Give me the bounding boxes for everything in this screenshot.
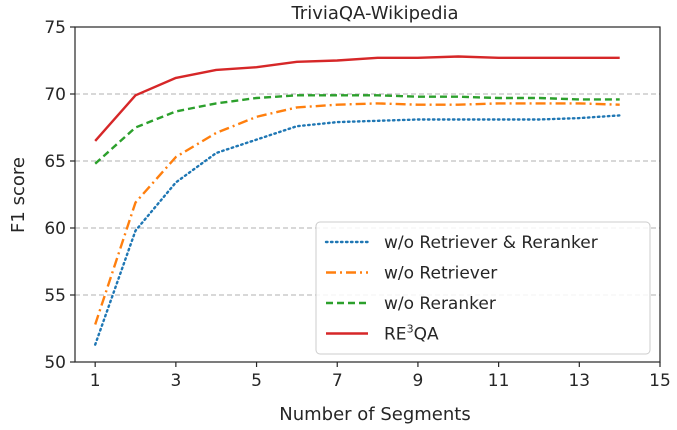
x-tick-label: 9 <box>413 371 424 391</box>
x-tick-label: 7 <box>332 371 343 391</box>
x-tick-label: 5 <box>251 371 262 391</box>
y-tick-label: 55 <box>44 286 66 306</box>
series-line-2 <box>94 102 620 325</box>
legend-label: w/o Retriever <box>384 264 497 284</box>
x-tick-label: 3 <box>170 371 181 391</box>
y-tick-label: 70 <box>44 85 66 105</box>
legend-label: w/o Retriever & Reranker <box>384 233 598 253</box>
series-line-1 <box>93 114 621 346</box>
y-axis-title: F1 score <box>8 157 29 233</box>
x-tick-label: 13 <box>568 371 590 391</box>
x-tick-label: 15 <box>649 371 671 391</box>
y-tick-label: 65 <box>44 152 66 172</box>
y-tick-label: 50 <box>44 353 66 373</box>
series-line-4 <box>94 55 620 142</box>
legend: w/o Retriever & Reranker w/o Retriever w/o… <box>315 221 651 355</box>
series-line-3 <box>94 94 620 165</box>
plot-frame <box>74 26 661 363</box>
y-tick-label: 60 <box>44 219 66 239</box>
series-layer <box>93 55 621 346</box>
y-tick-label: 75 <box>44 18 66 38</box>
legend-box <box>315 221 651 355</box>
chart-title: TriviaQA-Wikipedia <box>290 3 458 24</box>
x-axis-title: Number of Segments <box>279 404 470 425</box>
legend-label: w/o Reranker <box>384 294 496 314</box>
x-tick-label: 1 <box>90 371 101 391</box>
legend-label: RE3QA <box>384 323 439 345</box>
x-tick-label: 11 <box>488 371 510 391</box>
